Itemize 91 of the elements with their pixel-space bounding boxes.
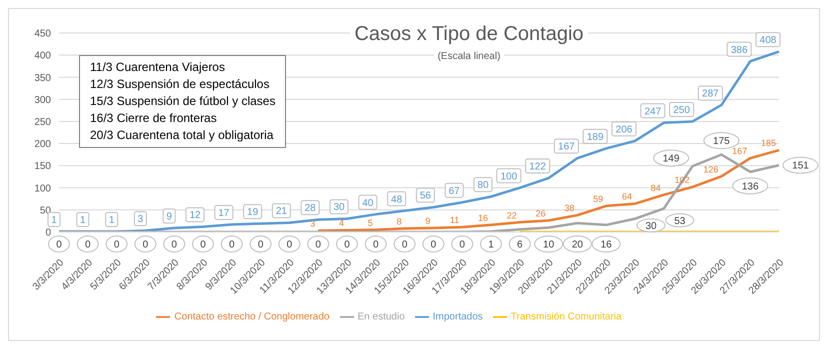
y-tick-label: 450 [34,28,52,40]
data-label: 11 [450,215,460,226]
data-label: 17 [218,208,230,219]
data-label: 20 [572,240,584,250]
legend-label: En estudio [358,312,405,323]
y-tick-label: 400 [34,50,52,62]
data-label: 175 [713,136,730,148]
data-label: 30 [333,202,345,214]
data-label: 21 [276,206,288,218]
data-label: 0 [142,240,149,250]
data-label: 9 [425,216,430,226]
data-label: 0 [229,240,236,250]
line-series [58,153,780,232]
data-label: 0 [373,240,380,250]
data-label: 250 [673,104,690,116]
data-label: 12 [189,210,201,222]
data-label: 136 [742,181,759,192]
annotation: 11/3 Cuarentena Viajeros [90,59,226,76]
data-label: 64 [622,192,632,202]
data-label: 53 [674,216,686,227]
data-label: 5 [368,218,373,228]
data-label: 80 [477,180,489,192]
data-label: 0 [430,240,437,250]
data-label: 0 [258,240,264,250]
data-label: 1 [108,215,115,226]
data-label: 126 [703,164,718,174]
data-label: 185 [760,138,776,148]
data-label: 10 [543,240,555,250]
data-label: 67 [448,186,460,197]
data-label: 6 [517,240,524,250]
data-label: 287 [702,88,720,100]
data-label: 3 [138,214,144,226]
data-label: 59 [593,194,604,204]
data-label: 26 [536,208,546,218]
data-label: 167 [558,142,576,153]
data-label: 3 [310,218,316,229]
data-label: 84 [650,182,661,193]
data-label: 206 [616,124,633,136]
data-label: 100 [500,171,518,182]
data-label: 0 [315,240,322,250]
data-label: 1 [488,240,494,250]
data-label: 102 [674,174,690,185]
data-label: 149 [662,154,680,165]
data-label: 40 [362,198,374,209]
annotation: 15/3 Suspensión de fútbol y clases [90,93,276,110]
data-label: 122 [529,162,546,173]
data-label: 189 [586,132,604,143]
data-label: 386 [730,44,748,56]
y-tick-label: 200 [34,139,52,150]
data-label: 0 [459,240,466,250]
data-label: 9 [166,212,172,223]
data-label: 16 [478,212,488,223]
chart-title: Casos x Tipo de Contagio [350,23,588,46]
data-label: 0 [85,240,92,250]
data-label: 0 [200,240,206,250]
data-label: 151 [792,160,810,172]
data-label: 48 [391,194,403,206]
y-tick-label: 0 [45,228,52,239]
legend-label: Contacto estrecho / Conglomerado [174,312,330,323]
annotation: 20/3 Cuarentena total y obligatoria [90,127,274,144]
legend-label: Transmisión Comunitaria [510,312,622,323]
data-label: 8 [396,216,402,226]
data-label: 0 [56,240,62,250]
y-tick-label: 150 [34,161,52,172]
data-label: 19 [247,207,259,218]
data-label: 0 [114,240,120,250]
annotation: 16/3 Cierre de fronteras [90,110,218,127]
data-label: 0 [286,240,293,250]
y-tick-label: 350 [34,72,52,84]
y-tick-label: 300 [34,94,52,106]
data-label: 22 [506,210,517,220]
data-label: 0 [344,240,350,250]
data-label: 408 [760,35,777,46]
line-series [316,148,780,232]
data-label: 30 [645,220,657,232]
data-label: 1 [80,215,86,226]
y-tick-label: 250 [34,116,52,128]
data-label: 28 [304,203,316,214]
data-label: 167 [732,146,748,156]
data-label: 1 [51,215,58,226]
y-tick-label: 100 [34,183,52,194]
data-label: 247 [644,106,662,118]
annotation: 12/3 Suspensión de espectáculos [90,76,270,93]
data-label: 4 [338,218,344,228]
data-label: 38 [564,203,574,214]
data-label: 0 [402,240,408,250]
data-label: 16 [600,240,612,250]
data-label: 56 [420,190,432,202]
data-label: 0 [171,240,178,250]
text: (Escala lineal) [434,50,504,63]
legend-label: Importados [432,312,483,323]
